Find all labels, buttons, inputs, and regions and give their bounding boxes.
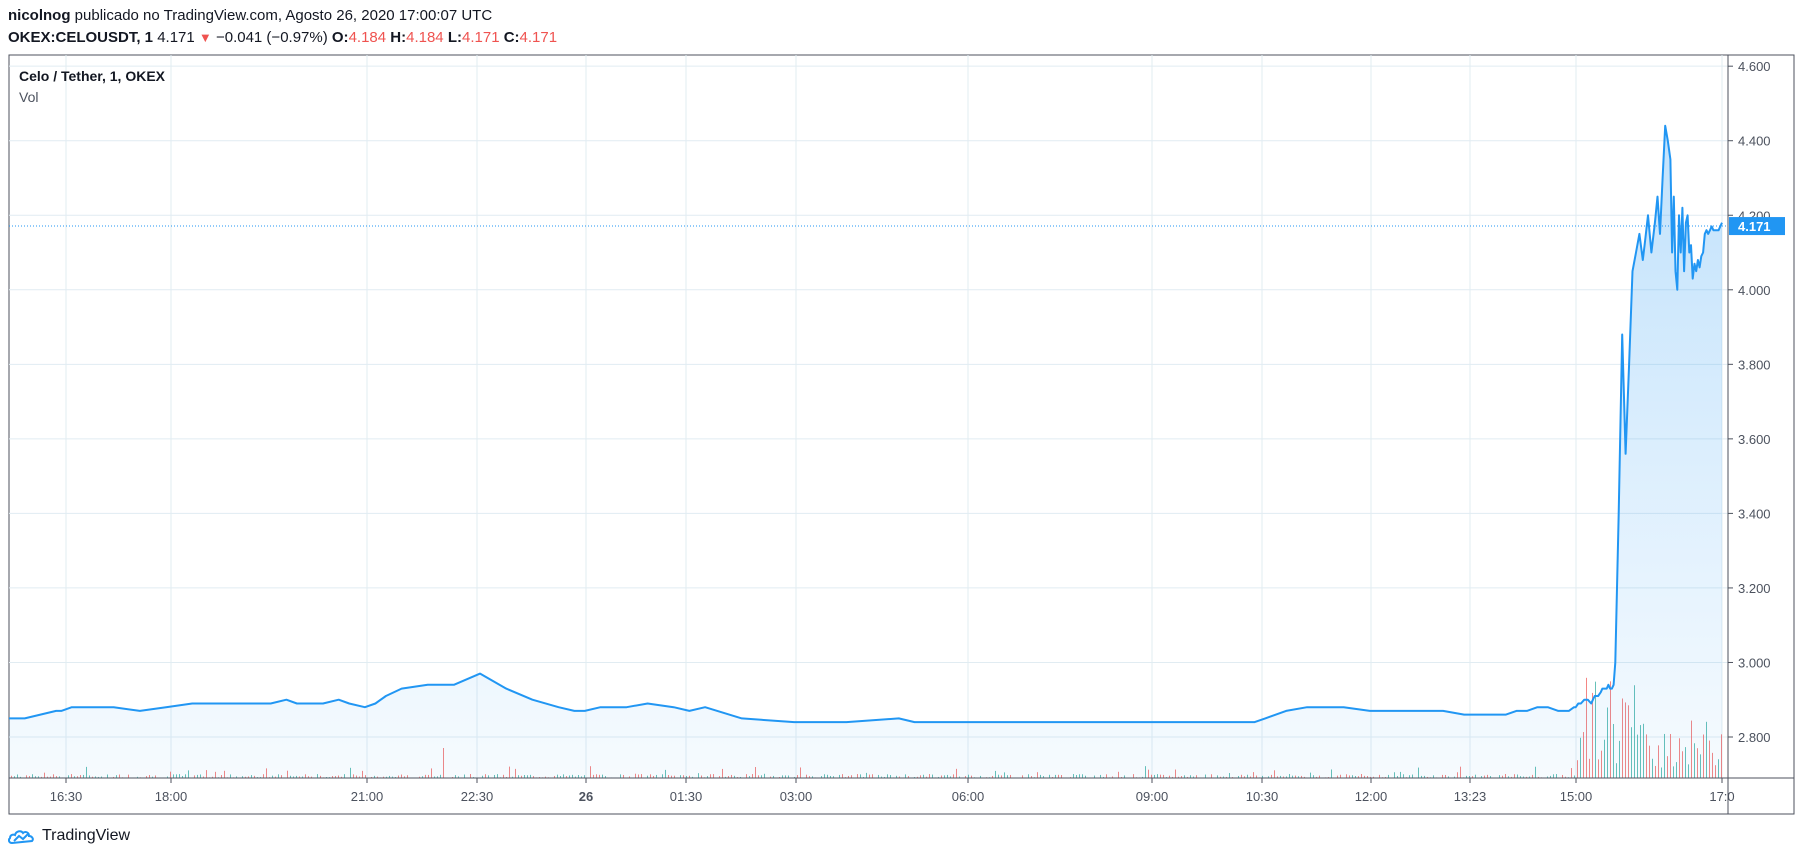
x-tick-label: 01:30 — [670, 789, 703, 804]
down-triangle-icon: ▼ — [198, 30, 212, 45]
open-value: 4.184 — [348, 29, 387, 46]
y-tick-label: 2.800 — [1738, 730, 1771, 745]
high-label: H: — [390, 29, 407, 46]
x-tick-label: 03:00 — [780, 789, 813, 804]
publish-text: publicado no TradingView.com, Agosto 26,… — [74, 7, 493, 24]
current-price-label: 4.171 — [1738, 219, 1771, 234]
close-value: 4.171 — [519, 29, 558, 46]
y-tick-label: 4.600 — [1738, 59, 1771, 74]
time-axis[interactable]: 16:30 18:00 21:00 22:30 26 01:30 03:00 06:00 09:… — [50, 778, 1735, 804]
publish-info: nicolnog publicado no TradingView.com, A… — [8, 7, 492, 24]
legend-volume: Vol — [19, 89, 38, 105]
tradingview-logo[interactable]: TradingView — [8, 827, 130, 845]
x-tick-label: 13:23 — [1454, 789, 1487, 804]
low-value: 4.171 — [462, 29, 500, 46]
symbol-name: OKEX:CELOUSDT, 1 — [8, 29, 154, 46]
price-change: −0.041 (−0.97%) — [215, 29, 328, 46]
close-label: C: — [503, 29, 520, 46]
price-axis[interactable]: 2.8003.0003.2003.4003.6003.8004.0004.200… — [1728, 59, 1771, 745]
author-name[interactable]: nicolnog — [8, 7, 71, 24]
y-tick-label: 3.400 — [1738, 506, 1771, 521]
tradingview-cloud-icon — [8, 830, 34, 845]
y-tick-label: 4.400 — [1738, 134, 1771, 149]
low-label: L: — [447, 29, 462, 46]
y-tick-label: 3.000 — [1738, 655, 1771, 670]
x-tick-label: 17:0 — [1709, 789, 1734, 804]
legend-title: Celo / Tether, 1, OKEX — [19, 68, 166, 84]
last-price: 4.171 — [157, 29, 195, 46]
x-tick-label: 10:30 — [1246, 789, 1279, 804]
chart-frame — [8, 54, 1795, 815]
x-tick-label: 12:00 — [1355, 789, 1388, 804]
current-price-marker: 4.171 — [9, 217, 1785, 236]
symbol-info: OKEX:CELOUSDT, 1 4.171 ▼ −0.041 (−0.97%)… — [8, 29, 557, 46]
price-series — [9, 124, 1723, 778]
y-tick-label: 4.000 — [1738, 283, 1771, 298]
current-price-badge — [1729, 217, 1785, 236]
price-line — [9, 124, 1723, 724]
x-tick-label: 18:00 — [155, 789, 188, 804]
y-tick-label: 3.600 — [1738, 432, 1771, 447]
footer-brand: TradingView — [42, 827, 131, 844]
x-tick-label: 22:30 — [461, 789, 494, 804]
x-tick-label: 15:00 — [1560, 789, 1593, 804]
y-tick-label: 3.800 — [1738, 357, 1771, 372]
grid — [9, 55, 1728, 778]
price-area — [9, 125, 1722, 778]
y-tick-label: 3.200 — [1738, 581, 1771, 596]
high-value: 4.184 — [406, 29, 444, 46]
x-tick-label: 26 — [579, 789, 593, 804]
x-tick-label: 06:00 — [952, 789, 985, 804]
open-label: O: — [331, 29, 349, 46]
x-tick-label: 09:00 — [1136, 789, 1169, 804]
x-tick-label: 21:00 — [351, 789, 384, 804]
x-tick-label: 16:30 — [50, 789, 83, 804]
